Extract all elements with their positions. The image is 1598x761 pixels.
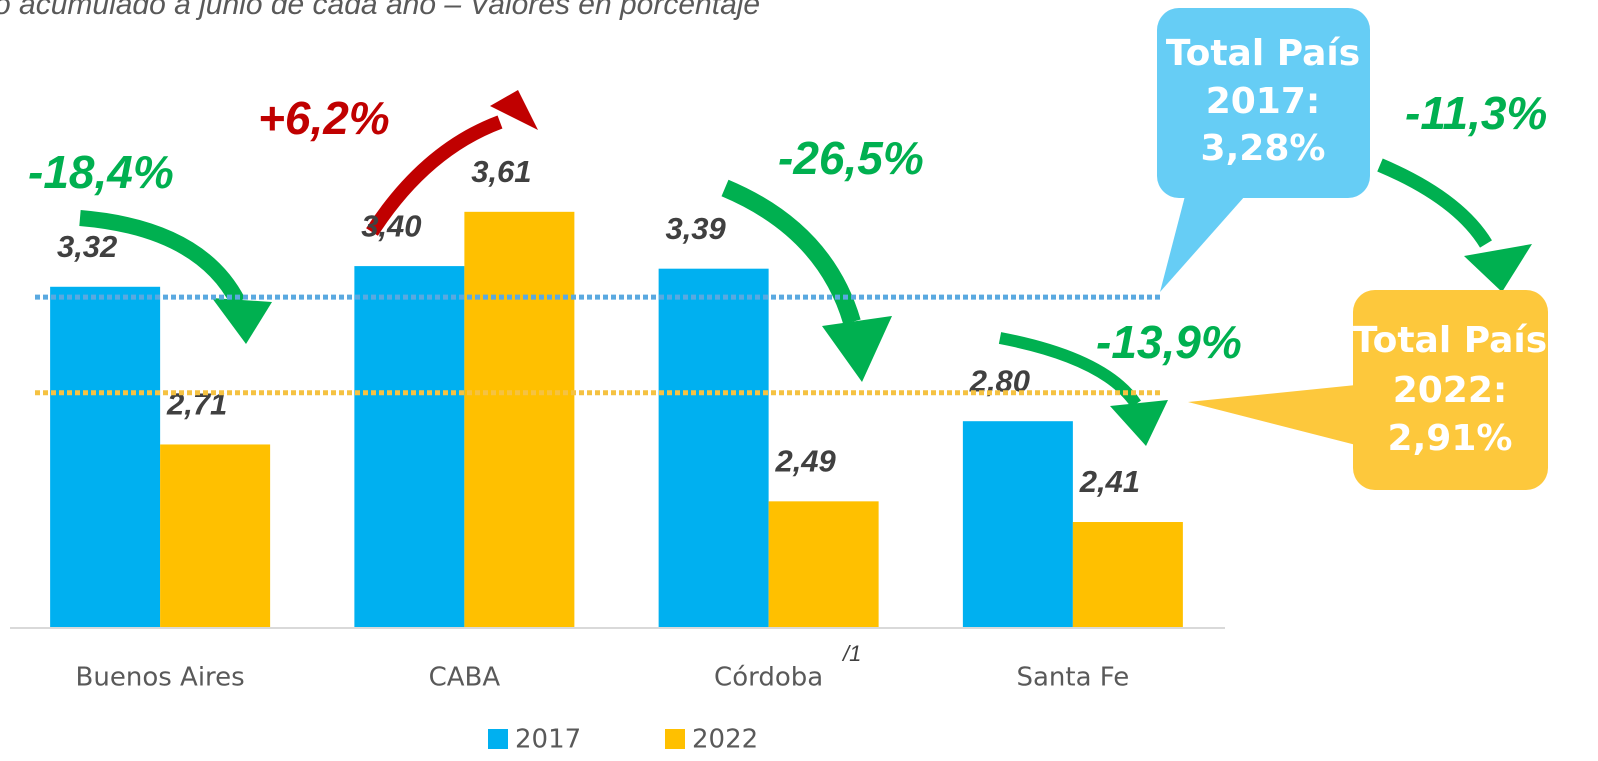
value-label: 3,32 — [57, 229, 117, 264]
callout-text: 2022: — [1393, 370, 1508, 411]
bar — [464, 211, 575, 628]
value-label: 3,40 — [361, 208, 421, 243]
change-label: -13,9% — [1096, 316, 1242, 368]
arrow — [366, 115, 503, 236]
footnote: /1 — [841, 641, 861, 666]
callout-pointer — [1188, 385, 1356, 445]
legend-swatch — [665, 729, 685, 749]
bar — [962, 421, 1073, 628]
x-tick-label: CABA — [429, 663, 501, 693]
x-tick-label: Santa Fe — [1016, 663, 1129, 693]
value-label: 2,41 — [1079, 464, 1140, 499]
callout-text: 2017: — [1206, 81, 1321, 122]
value-label: 2,49 — [774, 444, 836, 479]
legend-swatch — [488, 729, 508, 749]
callout-text: 2,91% — [1388, 418, 1513, 459]
arrow — [79, 210, 246, 306]
arrow-head — [212, 298, 272, 344]
x-tick-label: Córdoba — [714, 663, 823, 693]
bar — [1072, 522, 1183, 628]
legend-label: 2017 — [515, 725, 581, 755]
change-label: -11,3% — [1405, 87, 1547, 139]
change-label: -26,5% — [778, 132, 924, 184]
arrow-head — [490, 90, 538, 130]
callout-box — [1353, 290, 1548, 490]
change-label: +6,2% — [258, 92, 390, 144]
x-tick-label: Buenos Aires — [76, 663, 245, 693]
legend-label: 2022 — [692, 725, 758, 755]
change-label: -18,4% — [28, 146, 174, 198]
subtitle: o acumulado a junio de cada año – Valore… — [0, 0, 760, 21]
callout-box — [1157, 8, 1370, 198]
bar — [354, 266, 465, 628]
arrow-head — [1464, 244, 1532, 292]
arrow-head — [1110, 400, 1168, 446]
callout-pointer — [1160, 196, 1245, 292]
arrow — [721, 179, 861, 325]
bar — [768, 501, 879, 628]
callout-text: Total País — [1353, 320, 1547, 361]
arrows — [79, 90, 1532, 446]
bar — [658, 268, 769, 628]
bar — [160, 444, 271, 628]
arrow — [1377, 158, 1492, 248]
callout-text: Total País — [1166, 33, 1360, 74]
callout-text: 3,28% — [1201, 128, 1326, 169]
arrow-head — [822, 316, 892, 382]
value-label: 3,61 — [471, 154, 531, 189]
bar — [50, 286, 161, 628]
value-label: 3,39 — [665, 211, 726, 246]
